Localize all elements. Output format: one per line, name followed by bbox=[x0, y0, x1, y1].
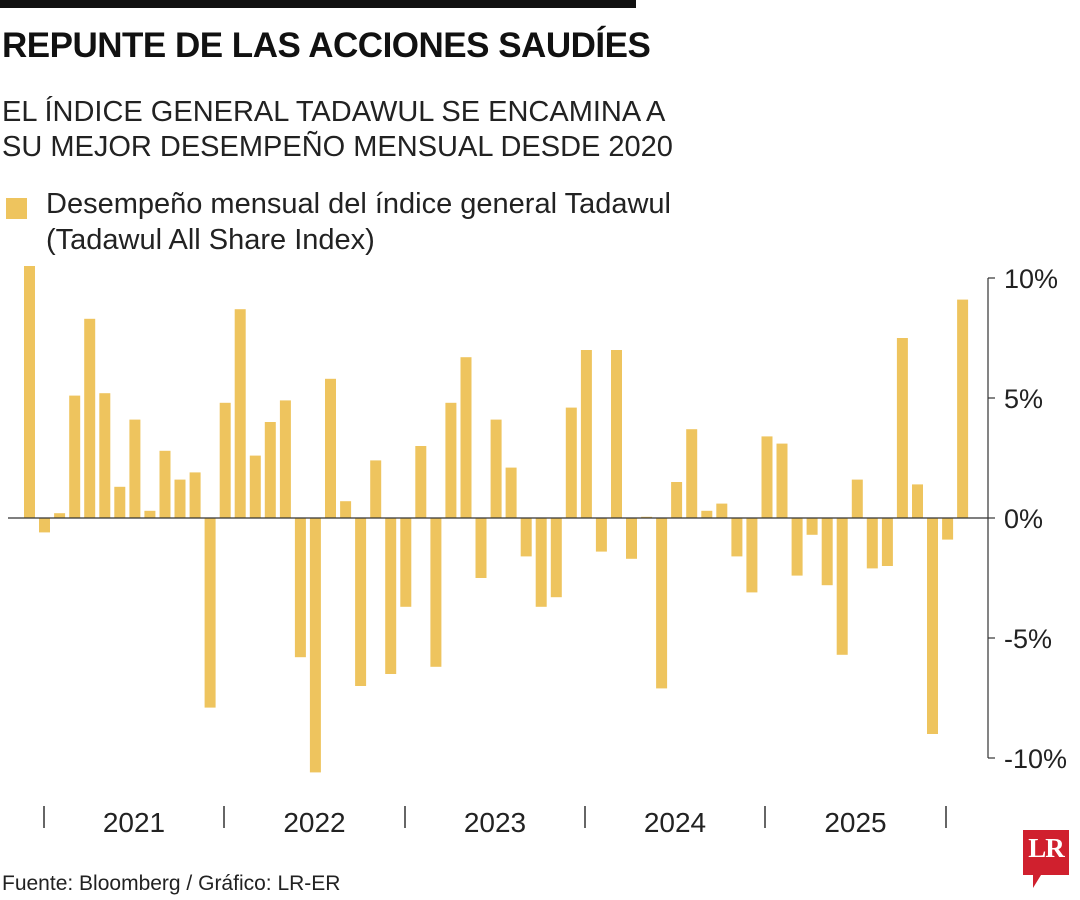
bar bbox=[99, 393, 111, 518]
bar bbox=[791, 518, 803, 576]
bar bbox=[219, 402, 231, 518]
bar bbox=[114, 486, 126, 518]
bar bbox=[520, 518, 532, 557]
bar bbox=[550, 518, 562, 598]
bar bbox=[671, 482, 683, 518]
bar bbox=[626, 518, 637, 559]
bar bbox=[716, 503, 728, 518]
top-rule bbox=[0, 0, 636, 8]
bar bbox=[204, 518, 216, 708]
bar bbox=[746, 518, 758, 593]
bar bbox=[69, 395, 81, 518]
bar bbox=[39, 518, 50, 533]
bar bbox=[942, 518, 954, 540]
bar bbox=[54, 513, 66, 518]
x-tick-label: 2021 bbox=[103, 807, 165, 838]
bar bbox=[325, 378, 336, 518]
bar bbox=[896, 338, 908, 518]
lr-logo: LR bbox=[1023, 830, 1069, 890]
bar bbox=[294, 518, 306, 658]
x-tick-label: 2025 bbox=[824, 807, 886, 838]
x-tick-label: 2023 bbox=[464, 807, 526, 838]
bar bbox=[309, 518, 321, 773]
bar bbox=[927, 518, 938, 734]
legend-swatch bbox=[6, 198, 27, 219]
bar bbox=[565, 407, 577, 518]
bar bbox=[475, 518, 487, 578]
bar bbox=[415, 446, 427, 518]
bar bbox=[836, 518, 848, 655]
bar bbox=[701, 510, 713, 518]
bar bbox=[912, 484, 923, 518]
y-tick-label: -10% bbox=[1004, 744, 1067, 774]
bar bbox=[249, 455, 261, 518]
source-note: Fuente: Bloomberg / Gráfico: LR-ER bbox=[2, 872, 341, 895]
bar bbox=[264, 422, 276, 518]
bar bbox=[595, 518, 607, 552]
y-tick-label: 5% bbox=[1004, 384, 1043, 414]
bar bbox=[445, 402, 457, 518]
bar bbox=[851, 479, 863, 518]
bar bbox=[490, 419, 502, 518]
chart-subtitle: EL ÍNDICE GENERAL TADAWUL SE ENCAMINA A … bbox=[2, 96, 673, 163]
legend-label: Desempeño mensual del índice general Tad… bbox=[46, 188, 671, 256]
bar bbox=[430, 518, 442, 667]
bar bbox=[957, 299, 969, 518]
bar bbox=[460, 357, 472, 518]
bar bbox=[174, 479, 186, 518]
y-tick-label: 0% bbox=[1004, 504, 1043, 534]
bar bbox=[234, 309, 246, 518]
bar bbox=[189, 472, 201, 518]
y-tick-label: -5% bbox=[1004, 624, 1052, 654]
bar bbox=[84, 318, 96, 518]
bar bbox=[355, 518, 367, 686]
bar bbox=[821, 518, 833, 586]
bar bbox=[806, 518, 818, 535]
logo-text: LR bbox=[1028, 833, 1065, 863]
bar bbox=[776, 443, 788, 518]
bar bbox=[731, 518, 743, 557]
bar bbox=[385, 518, 397, 674]
bar bbox=[881, 518, 893, 566]
bar bbox=[340, 501, 352, 518]
bar bbox=[535, 518, 547, 607]
bar bbox=[686, 429, 698, 518]
y-tick-label: 10% bbox=[1004, 264, 1058, 294]
bar bbox=[611, 350, 622, 518]
x-tick-label: 2022 bbox=[283, 807, 345, 838]
x-tick-label: 2024 bbox=[644, 807, 706, 838]
bar bbox=[761, 436, 773, 518]
bar bbox=[370, 460, 382, 518]
bar bbox=[159, 450, 171, 518]
bar bbox=[866, 518, 878, 569]
bar bbox=[279, 400, 291, 518]
bar bbox=[656, 518, 668, 689]
logo-badge-icon bbox=[1023, 830, 1069, 888]
bar bbox=[400, 518, 412, 607]
bar bbox=[580, 350, 592, 518]
bar bbox=[144, 510, 156, 518]
bar bbox=[24, 266, 35, 518]
chart-title: REPUNTE DE LAS ACCIONES SAUDÍES bbox=[2, 26, 651, 65]
bar bbox=[129, 419, 141, 518]
bar bbox=[505, 467, 517, 518]
